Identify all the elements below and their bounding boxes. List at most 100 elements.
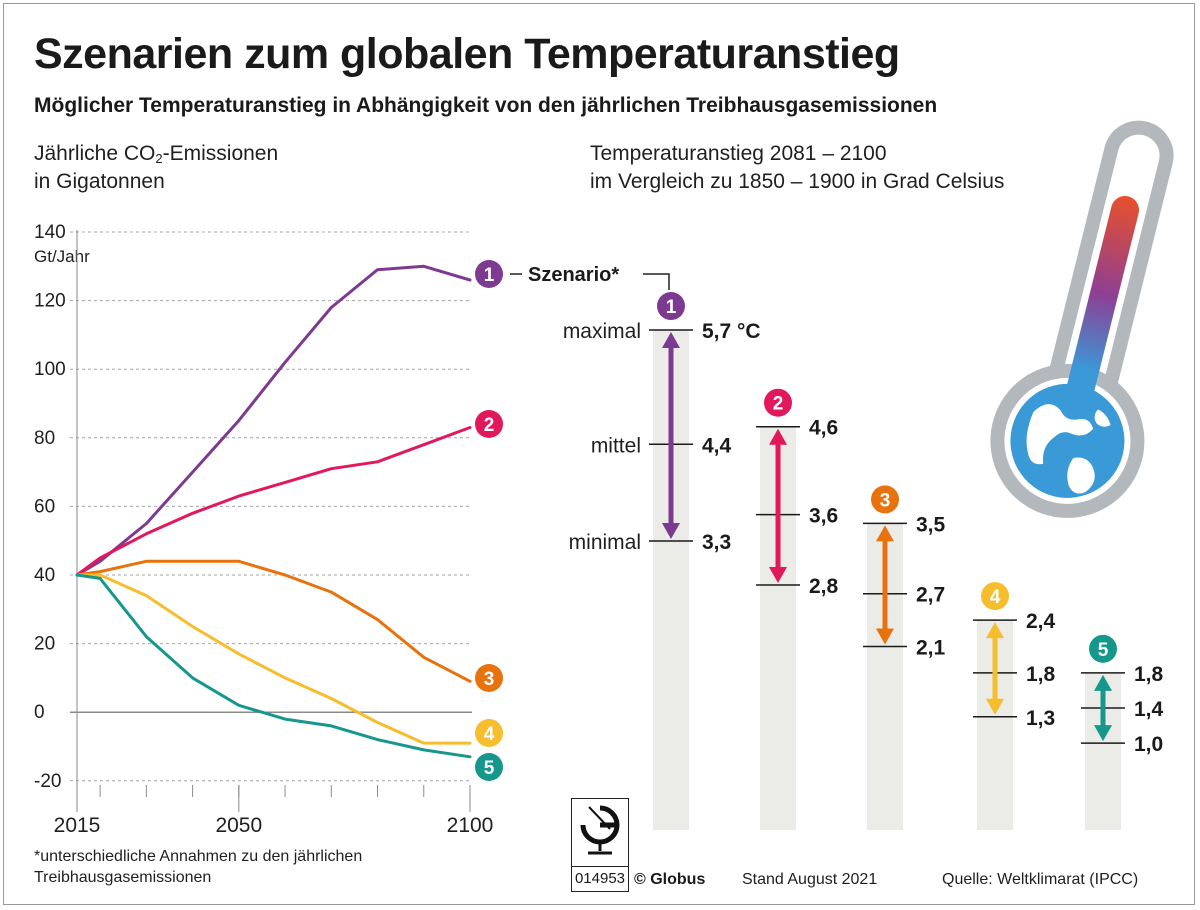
y-tick-label: 20 [34,634,55,655]
range-min-label: 3,3 [702,531,731,554]
range-mid-label: 4,4 [702,434,732,457]
source-label: Quelle: Weltklimarat (IPCC) [942,871,1139,888]
x-tick-label: 2015 [54,814,101,837]
range-min-label: 2,8 [809,575,839,598]
range-mid-label: 1,4 [1134,698,1164,721]
range-arrow-head-down [769,566,787,583]
globus-logo-icon [578,805,620,855]
range-scenario-2: 2 4,6 3,6 2,8 [756,388,839,830]
range-arrow-head-up [769,428,787,445]
chart-title: Szenarien zum globalen Temperaturanstieg [34,30,900,78]
badge-circle [657,292,685,321]
range-badge-4: 4 [981,582,1009,611]
series-badge-1: 1 [475,260,503,288]
badge-circle [764,388,792,417]
y-tick-label: 60 [34,496,55,517]
range-arrow-head-down [986,698,1004,715]
range-scenario-3: 3 3,5 2,7 2,1 [863,485,946,830]
series-line-2 [75,426,472,577]
grid-lines [70,231,472,782]
level-label-mid: mittel [591,434,641,457]
y-tick-label: 40 [34,565,55,586]
legend-label: Szenario* [528,264,619,286]
range-mid-label: 3,6 [809,505,838,528]
level-label-max: maximal [563,320,641,343]
range-badge-5: 5 [1089,634,1117,663]
range-arrow-head-down [876,628,894,645]
range-arrow-head-up [662,332,680,349]
badge-circle [475,410,503,438]
right-header-line2: im Vergleich zu 1850 – 1900 in Grad Cels… [590,170,1005,193]
badge-label: 1 [666,297,677,318]
range-max-label: 5,7 °C [702,320,761,343]
x-axis: 2015 2050 2100 [54,230,494,837]
legend-bracket [643,273,670,290]
thermometer-icon [990,120,1174,518]
range-min-label: 1,3 [1026,707,1055,730]
series-line-1 [75,264,472,577]
badge-circle [475,753,503,781]
y-tick-label: 120 [34,291,66,312]
range-max-label: 1,8 [1134,663,1164,686]
range-arrow-head-up [986,622,1004,639]
range-max-label: 2,4 [1026,610,1056,633]
range-scenario-5: 5 1,8 1,4 1,0 [1081,634,1164,830]
right-header: Temperaturanstieg 2081 – 2100 im Verglei… [590,140,1004,196]
series-line-5 [75,573,472,759]
series-badge-5: 5 [475,753,503,781]
y-tick-label: 80 [34,428,55,449]
left-header-line2: in Gigatonnen [34,170,165,193]
globus-logo: 014953 [571,798,629,892]
range-max-label: 4,6 [809,417,838,440]
range-arrow-head-up [1094,674,1112,691]
badge-label: 4 [990,587,1001,608]
badge-circle [475,719,503,747]
badge-circle [1089,634,1117,663]
y-tick-label: 0 [34,702,45,723]
range-arrow-head-down [662,523,680,539]
range-arrow-head-up [876,525,894,542]
x-tick-label: 2100 [447,814,494,837]
left-header-line1: Jährliche CO2-Emissionen [34,142,279,166]
badge-label: 3 [484,669,495,690]
left-header: Jährliche CO2-Emissionen in Gigatonnen [34,140,278,196]
y-axis-ticks: 140 120 100 80 60 40 20 0 -20 Gt/Jahr [34,222,90,792]
badge-label: 5 [1098,640,1109,661]
series-line-3 [75,559,472,683]
y-tick-label: 140 [34,222,66,243]
x-tick-label: 2050 [215,814,262,837]
stand-date: Stand August 2021 [742,871,878,888]
y-tick-label: -20 [34,771,61,792]
badge-circle [871,485,899,514]
series-badge-4: 4 [475,719,503,747]
range-min-label: 2,1 [916,636,946,659]
range-scenario-4: 4 2,4 1,8 1,3 [973,582,1056,830]
logo-code: 014953 [572,866,628,891]
badge-label: 2 [484,415,495,436]
badge-label: 2 [773,394,784,415]
badge-label: 3 [880,490,891,511]
footnote: *unterschiedliche Annahmen zu den jährli… [34,848,363,886]
right-header-line1: Temperaturanstieg 2081 – 2100 [590,142,887,165]
brand-label: © Globus [634,871,706,888]
y-tick-label: 100 [34,359,66,380]
series-line-4 [75,573,472,745]
range-min-label: 1,0 [1134,733,1163,756]
range-scenario-1: 1 5,7 °C 4,4 3,3 maximal mittel minimal [563,292,761,830]
range-badge-3: 3 [871,485,899,514]
range-arrow-head-down [1094,725,1112,742]
level-label-min: minimal [569,531,641,554]
temperature-ranges: 1 5,7 °C 4,4 3,3 maximal mittel minimal 2 4,6 3,6… [563,292,1164,830]
y-axis-unit: Gt/Jahr [34,247,90,266]
badge-circle [981,582,1009,611]
badge-label: 4 [484,724,495,745]
badge-label: 5 [484,758,495,779]
range-badge-1: 1 [657,292,685,321]
range-badge-2: 2 [764,388,792,417]
line-series [75,264,472,759]
series-badge-3: 3 [475,664,503,692]
series-badge-2: 2 [475,410,503,438]
chart-subtitle: Möglicher Temperaturanstieg in Abhängigk… [34,94,938,117]
series-end-badges: 1 2 3 4 5 Szenario* [475,260,670,781]
